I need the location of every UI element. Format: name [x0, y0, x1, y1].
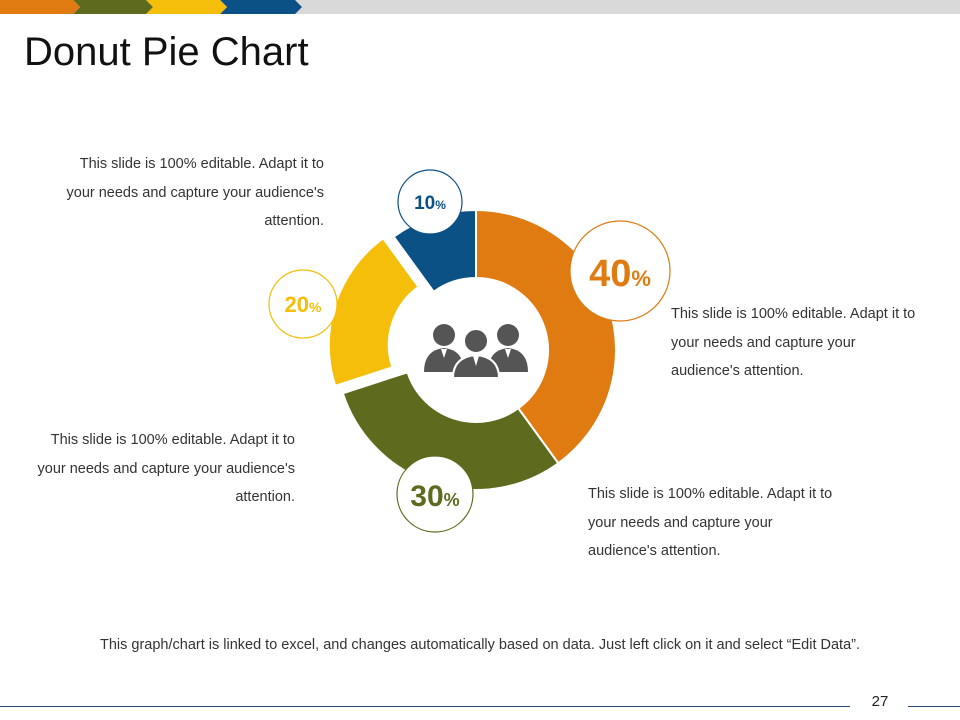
slice-label-40-number: 40	[589, 253, 631, 295]
accent-segment-yellow	[146, 0, 227, 14]
slice-label-20-number: 20	[285, 292, 309, 317]
accent-segment-orange	[0, 0, 80, 14]
accent-segment-gray	[295, 0, 960, 14]
slice-label-30-unit: %	[444, 490, 460, 510]
svg-text:20%: 20%	[285, 292, 322, 317]
slice-label-20: 20%	[268, 269, 338, 339]
svg-text:10%: 10%	[414, 193, 446, 214]
bottom-rule-left	[0, 706, 850, 707]
svg-text:40%: 40%	[589, 253, 651, 295]
slice-label-10-unit: %	[435, 198, 446, 212]
svg-text:30%: 30%	[410, 480, 459, 513]
description-green: This slide is 100% editable. Adapt it to…	[588, 486, 833, 559]
slice-label-30: 30%	[396, 455, 474, 533]
slice-label-40: 40%	[569, 220, 671, 322]
accent-segment-blue	[220, 0, 302, 14]
donut-slice-20	[327, 236, 420, 388]
slice-label-10-number: 10	[414, 193, 435, 214]
slice-label-40-unit: %	[631, 266, 651, 291]
team-people-icon	[424, 324, 528, 379]
description-yellow: This slide is 100% editable. Adapt it to…	[37, 432, 296, 505]
slice-label-30-number: 30	[410, 480, 443, 513]
description-blue: This slide is 100% editable. Adapt it to…	[66, 156, 325, 229]
donut-slice-30	[341, 370, 560, 491]
page-number: 27	[871, 693, 889, 710]
slice-label-20-unit: %	[309, 299, 322, 315]
bottom-rule-right	[908, 706, 960, 707]
description-orange: This slide is 100% editable. Adapt it to…	[671, 306, 916, 379]
slide-title: Donut Pie Chart	[24, 30, 309, 74]
chart-footnote: This graph/chart is linked to excel, and…	[99, 637, 861, 653]
top-accent-bar	[0, 0, 960, 14]
accent-segment-green	[73, 0, 153, 14]
slice-label-10: 10%	[397, 169, 463, 235]
